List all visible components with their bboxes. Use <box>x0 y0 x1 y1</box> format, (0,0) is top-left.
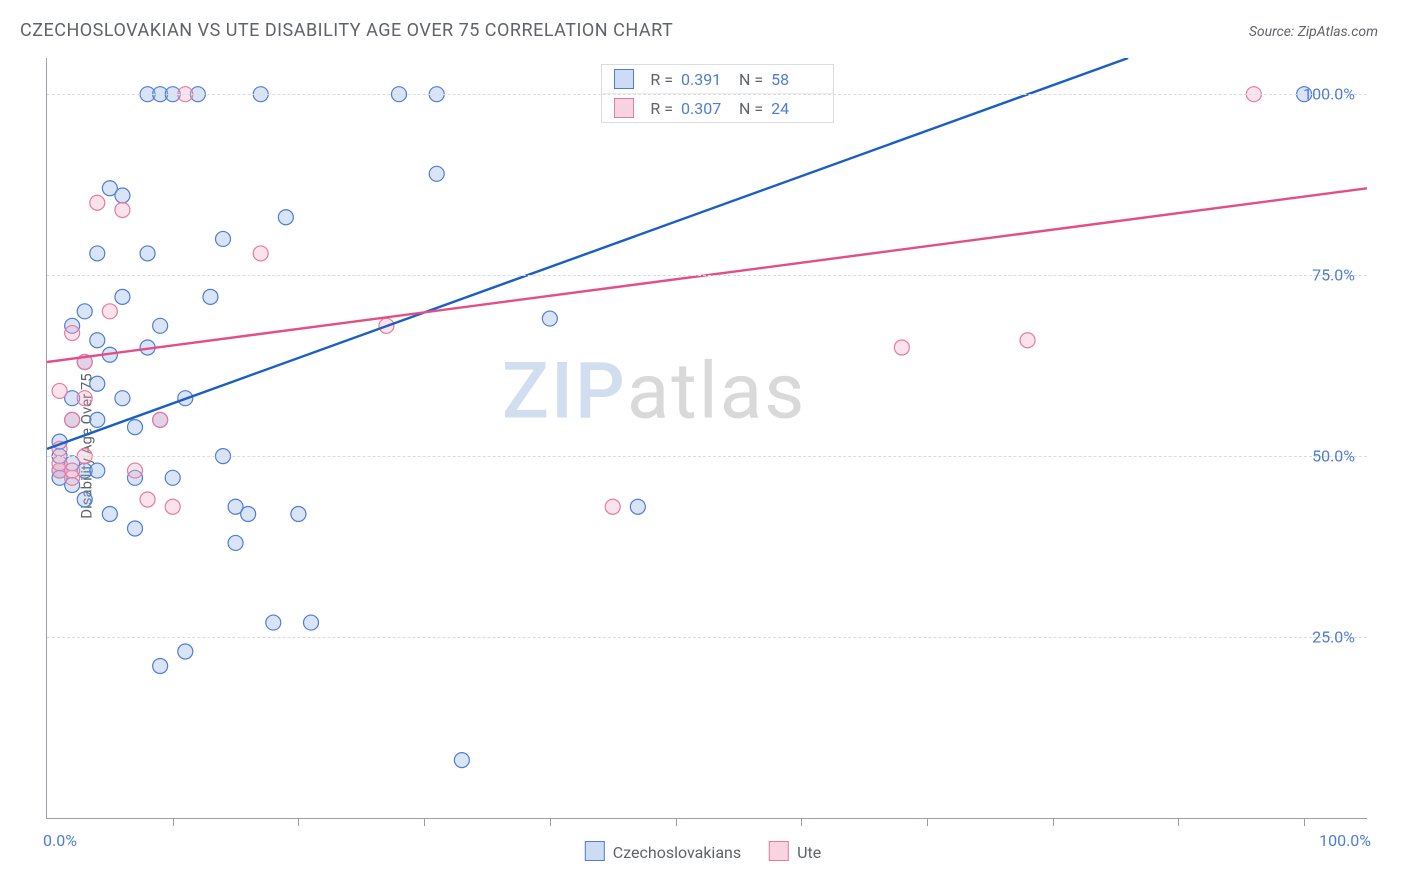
data-point <box>178 644 193 659</box>
source-label: Source: ZipAtlas.com <box>1249 24 1378 40</box>
data-point <box>429 166 444 181</box>
data-point <box>65 463 80 478</box>
regression-line <box>47 58 1128 449</box>
data-point <box>77 492 92 507</box>
data-point <box>165 470 180 485</box>
data-point <box>153 659 168 674</box>
data-point <box>115 289 130 304</box>
x-tick <box>1053 818 1054 826</box>
x-tick <box>424 818 425 826</box>
data-point <box>52 383 67 398</box>
swatch-blue-icon <box>614 69 634 89</box>
data-point <box>77 304 92 319</box>
data-point <box>115 391 130 406</box>
data-point <box>153 318 168 333</box>
gridline-h <box>47 456 1367 457</box>
data-point <box>165 499 180 514</box>
data-point <box>291 507 306 522</box>
x-tick <box>298 818 299 826</box>
y-tick-label: 75.0% <box>1312 266 1355 285</box>
data-point <box>140 492 155 507</box>
data-point <box>605 499 620 514</box>
footer-legend: Czechoslovakians Ute <box>585 841 821 862</box>
x-tick <box>1304 818 1305 826</box>
data-point <box>90 412 105 427</box>
y-tick-label: 50.0% <box>1312 447 1355 466</box>
stats-n-label: N = <box>739 70 763 89</box>
y-tick-label: 25.0% <box>1312 628 1355 647</box>
x-tick <box>927 818 928 826</box>
y-tick-label: 100.0% <box>1303 85 1355 104</box>
gridline-h <box>47 275 1367 276</box>
data-point <box>115 188 130 203</box>
data-point <box>128 463 143 478</box>
x-tick <box>676 818 677 826</box>
x-tick <box>550 818 551 826</box>
data-point <box>90 376 105 391</box>
legend-label-blue: Czechoslovakians <box>613 843 741 862</box>
x-tick-label-min: 0.0% <box>43 831 77 850</box>
data-point <box>253 246 268 261</box>
legend-swatch-blue-icon <box>585 841 605 861</box>
data-point <box>77 391 92 406</box>
x-tick <box>801 818 802 826</box>
data-point <box>90 463 105 478</box>
stats-n-label2: N = <box>739 99 763 118</box>
data-point <box>90 333 105 348</box>
stats-n-blue: 58 <box>771 70 821 89</box>
legend-swatch-pink-icon <box>769 841 789 861</box>
data-point <box>128 420 143 435</box>
stats-row-pink: R = 0.307 N = 24 <box>602 93 833 122</box>
data-point <box>140 246 155 261</box>
scatter-svg <box>47 58 1367 818</box>
x-tick <box>173 818 174 826</box>
stats-r-label2: R = <box>650 99 673 118</box>
data-point <box>542 311 557 326</box>
data-point <box>241 507 256 522</box>
data-point <box>630 499 645 514</box>
chart-title: CZECHOSLOVAKIAN VS UTE DISABILITY AGE OV… <box>20 20 673 41</box>
stats-n-pink: 24 <box>771 99 821 118</box>
gridline-h <box>47 637 1367 638</box>
data-point <box>278 210 293 225</box>
data-point <box>454 753 469 768</box>
data-point <box>128 521 143 536</box>
data-point <box>65 326 80 341</box>
stats-row-blue: R = 0.391 N = 58 <box>602 65 833 93</box>
data-point <box>90 195 105 210</box>
chart-plot-area: ZIPatlas R = 0.391 N = 58 R = 0.307 N = … <box>46 58 1367 819</box>
data-point <box>153 412 168 427</box>
data-point <box>228 535 243 550</box>
data-point <box>304 615 319 630</box>
legend-item-pink: Ute <box>769 841 821 862</box>
gridline-h <box>47 94 1367 95</box>
data-point <box>65 412 80 427</box>
data-point <box>894 340 909 355</box>
stats-r-label: R = <box>650 70 673 89</box>
x-tick <box>1178 818 1179 826</box>
legend-label-pink: Ute <box>797 843 821 862</box>
x-tick-label-max: 100.0% <box>1319 831 1371 850</box>
data-point <box>216 231 231 246</box>
data-point <box>102 507 117 522</box>
data-point <box>115 203 130 218</box>
stats-r-pink: 0.307 <box>681 99 731 118</box>
data-point <box>90 246 105 261</box>
data-point <box>266 615 281 630</box>
data-point <box>1020 333 1035 348</box>
data-point <box>203 289 218 304</box>
swatch-pink-icon <box>614 98 634 118</box>
stats-r-blue: 0.391 <box>681 70 731 89</box>
data-point <box>102 304 117 319</box>
legend-item-blue: Czechoslovakians <box>585 841 741 862</box>
